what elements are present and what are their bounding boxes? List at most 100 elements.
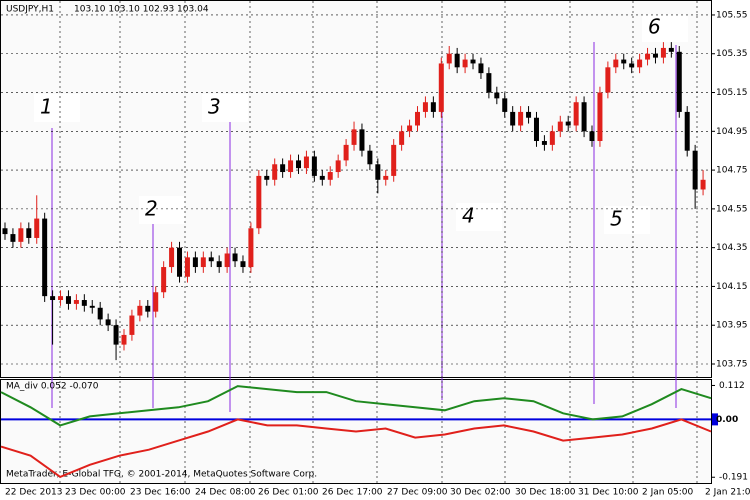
candle-body [343,144,349,161]
candle-body [26,228,32,238]
annotation-box [202,94,248,122]
candle-body [153,292,159,312]
candle-body [216,261,222,268]
candle-body [161,267,167,293]
candle-body [303,156,309,169]
candle-body [660,47,666,58]
indicator-line [0,418,712,479]
chart-title: USDJPY,H1 [6,5,54,15]
candle-body [192,257,198,268]
x-tick-label: 24 Dec 08:00 [195,488,256,498]
candle-body [375,164,381,180]
candle-body [232,253,238,262]
candle-body [668,47,674,52]
y-tick-label: 105.15 [716,88,748,98]
candle-body [399,131,405,145]
candle-body [248,228,254,268]
candle-body [470,59,476,64]
annotation: 4 [462,204,475,228]
x-tick-label: 22 Dec 2013 [5,488,63,498]
candle-body [414,111,420,126]
candle-body [645,53,651,60]
candle-body [137,305,143,316]
candle-body [383,175,389,180]
y-tick-label: 104.95 [716,127,748,137]
y-tick-label: 104.15 [716,282,748,292]
candle-body [533,117,539,142]
annotation: 1 [40,95,53,119]
annotation-box [139,196,185,224]
annotation-box [604,206,650,234]
candle-body [145,305,151,312]
candle-body [526,111,532,118]
y-tick-label: 104.35 [716,243,748,253]
candle-body [430,102,436,112]
candle-body [240,261,246,268]
zero-label-box [712,413,718,426]
candle-body [10,234,16,242]
x-tick-label: 31 Dec 10:00 [578,488,639,498]
candle-body [89,305,95,308]
candle-body [637,59,643,68]
candle-body [549,131,555,145]
candle-body [367,150,373,165]
main-panel [0,0,712,378]
candle-body [264,175,270,180]
candle-body [296,160,302,169]
candle-body [629,63,635,68]
candle-body [65,296,71,304]
candle-body [256,175,262,229]
candle-body [462,59,468,68]
candle-body [486,73,492,93]
y-tick-label: 105.55 [716,10,748,20]
candle-body [446,53,452,64]
candle-body [311,156,317,176]
candle-body [573,102,579,126]
candle-body [50,296,56,301]
candle-body [351,129,357,145]
annotation-box [456,203,502,231]
y-tick-label: 0.00 [716,415,738,425]
candle-body [541,141,547,145]
candle-body [478,63,484,74]
candle-body [589,131,595,142]
indicator-title: MA_div 0.052 -0.070 [6,382,99,392]
indicator-line [0,385,712,427]
candle-body [359,129,365,151]
candle-body [327,172,333,180]
x-tick-label: 26 Dec 01:00 [258,488,319,498]
chart-subtitle: 103.10 103.10 102.93 103.04 [74,5,209,15]
annotation: 5 [610,207,623,231]
x-tick-label: 30 Dec 18:00 [515,488,576,498]
candle-body [422,102,428,112]
candle-body [42,218,48,297]
candle-body [34,218,40,238]
candle-body [280,164,286,173]
x-tick-label: 23 Dec 00:00 [65,488,126,498]
candle-body [597,92,603,142]
annotation-box [642,14,688,42]
candle-body [391,144,397,176]
candle-body [319,175,325,180]
candle-body [73,300,79,304]
candle-body [621,59,627,64]
candle-body [335,160,341,173]
candle-body [129,315,135,335]
candle-body [581,102,587,132]
y-tick-label: 0.112 [719,381,745,391]
candle-body [692,150,698,190]
x-tick-label: 26 Dec 17:00 [322,488,383,498]
candle-body [18,228,24,242]
candle-body [407,125,413,132]
candle-body [605,67,611,93]
candle-body [177,247,183,277]
candle-body [510,111,516,126]
y-tick-label: -0.191 [719,473,748,483]
candle-body [184,257,190,277]
candle-body [58,296,64,301]
candle-body [105,319,111,326]
candle-body [97,307,103,320]
candle-body [200,257,206,268]
candle-body [454,53,460,68]
